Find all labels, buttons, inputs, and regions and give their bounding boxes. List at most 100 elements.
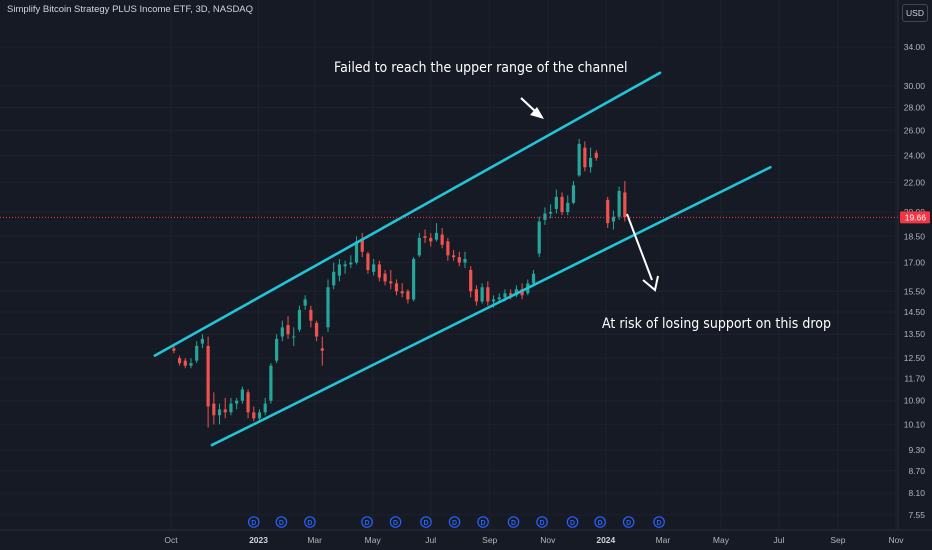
candle[interactable]	[195, 341, 199, 364]
candle[interactable]	[223, 397, 227, 419]
candle[interactable]	[343, 260, 347, 274]
candle[interactable]	[446, 237, 450, 261]
candle[interactable]	[280, 320, 284, 342]
candle[interactable]	[332, 262, 336, 290]
candle[interactable]	[177, 355, 182, 366]
candle[interactable]	[406, 289, 410, 304]
candle[interactable]	[309, 305, 313, 328]
candle[interactable]	[566, 195, 570, 216]
candle[interactable]	[549, 204, 553, 219]
candle[interactable]	[400, 283, 404, 298]
candle[interactable]	[252, 406, 256, 422]
candle[interactable]	[286, 316, 290, 339]
candle[interactable]	[377, 260, 381, 282]
candle[interactable]	[469, 266, 473, 298]
candle[interactable]	[240, 386, 244, 404]
dividend-marker[interactable]: D	[477, 516, 489, 528]
candle[interactable]	[360, 232, 364, 258]
candle[interactable]	[320, 336, 324, 366]
dividend-marker[interactable]: D	[361, 516, 373, 528]
dividend-marker[interactable]: D	[275, 516, 288, 528]
candle[interactable]	[217, 403, 222, 425]
candle[interactable]	[349, 255, 353, 269]
candle[interactable]	[623, 181, 627, 222]
candle[interactable]	[588, 147, 593, 173]
candle[interactable]	[412, 257, 416, 302]
candle[interactable]	[583, 141, 587, 172]
candle[interactable]	[172, 345, 176, 354]
currency-button[interactable]: USD	[902, 4, 928, 22]
candle[interactable]	[457, 251, 461, 267]
candle[interactable]	[474, 285, 479, 306]
candle[interactable]	[486, 281, 490, 306]
candle[interactable]	[577, 138, 581, 177]
candle[interactable]	[183, 358, 187, 369]
candle[interactable]	[297, 305, 302, 332]
candle[interactable]	[394, 279, 399, 296]
time-axis[interactable]: Oct 2023 Mar May Jul Sep Nov 2024 Mar May Jul Sep No…	[0, 529, 932, 550]
dividend-marker[interactable]: D	[594, 516, 606, 528]
candle[interactable]	[366, 251, 370, 274]
candle[interactable]	[417, 232, 421, 258]
candle[interactable]	[560, 192, 564, 216]
candle[interactable]	[571, 181, 576, 205]
dividend-marker[interactable]: D	[566, 516, 579, 528]
candle[interactable]	[480, 283, 484, 304]
candle[interactable]	[235, 397, 239, 410]
candle[interactable]	[269, 363, 273, 404]
dividend-marker[interactable]: D	[622, 516, 635, 528]
annotation-bottom[interactable]: At risk of losing support on this drop	[602, 316, 831, 332]
candle[interactable]	[212, 392, 216, 425]
candle[interactable]	[354, 236, 359, 265]
candle[interactable]	[543, 207, 547, 225]
candle[interactable]	[206, 336, 210, 428]
candle[interactable]	[257, 409, 262, 422]
annotation-top[interactable]: Failed to reach the upper range of the c…	[334, 60, 628, 76]
candle[interactable]	[537, 216, 541, 258]
candle-body	[366, 253, 370, 270]
candle[interactable]	[326, 279, 330, 332]
dividend-marker[interactable]: D	[507, 516, 520, 528]
candle[interactable]	[429, 232, 433, 247]
candle[interactable]	[606, 196, 610, 228]
dividend-marker[interactable]: D	[420, 516, 432, 528]
candle[interactable]	[594, 150, 598, 161]
trendlines[interactable]	[153, 71, 772, 447]
candle[interactable]	[617, 186, 621, 220]
candle[interactable]	[200, 334, 204, 349]
candle[interactable]	[229, 397, 233, 416]
candle[interactable]	[434, 223, 439, 242]
candle[interactable]	[423, 229, 427, 244]
dividend-marker[interactable]: D	[247, 516, 260, 528]
candle[interactable]	[263, 397, 267, 416]
candle-body	[480, 287, 484, 302]
candle[interactable]	[383, 269, 387, 286]
dividend-marker[interactable]: D	[653, 516, 665, 528]
candle[interactable]	[275, 334, 279, 364]
dividend-marker[interactable]: D	[448, 516, 461, 528]
dividend-marker[interactable]: D	[389, 516, 402, 528]
candle[interactable]	[337, 258, 342, 282]
candle[interactable]	[246, 389, 250, 419]
candle[interactable]	[451, 250, 456, 261]
candle[interactable]	[372, 258, 376, 276]
candle[interactable]	[303, 295, 307, 310]
dividend-marker-label: D	[598, 520, 603, 527]
y-tick-label: 8.70	[908, 466, 925, 476]
candle[interactable]	[440, 227, 444, 249]
candle[interactable]	[389, 269, 393, 290]
y-tick-label: 7.55	[908, 510, 925, 520]
dividend-marker[interactable]: D	[536, 516, 548, 528]
candle-body	[611, 216, 616, 222]
candle[interactable]	[463, 251, 467, 269]
candle[interactable]	[554, 189, 558, 214]
candle[interactable]	[611, 210, 616, 230]
candle[interactable]	[189, 358, 193, 369]
candle[interactable]	[292, 327, 296, 346]
candle[interactable]	[314, 320, 319, 342]
candle[interactable]	[531, 269, 536, 286]
dividend-marker[interactable]: D	[304, 516, 316, 528]
price-axis[interactable]: 34.0030.0028.0026.0024.0022.0020.0018.50…	[897, 0, 932, 550]
